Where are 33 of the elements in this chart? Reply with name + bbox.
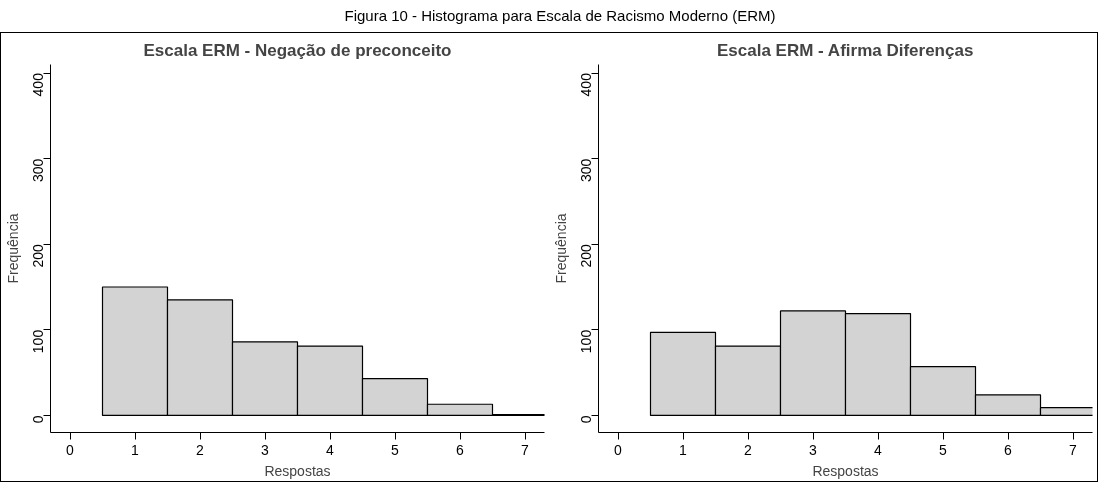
y-axis-title: Frequência xyxy=(4,213,21,284)
x-tick-label: 1 xyxy=(679,441,688,458)
x-tick-label: 7 xyxy=(521,441,530,458)
y-axis-title: Frequência xyxy=(552,213,569,284)
y-tick-label: 200 xyxy=(30,244,47,268)
x-tick-label: 0 xyxy=(614,441,623,458)
chart-title: Escala ERM - Afirma Diferenças xyxy=(717,40,974,60)
x-tick-label: 2 xyxy=(196,441,205,458)
x-axis-title: Respostas xyxy=(264,462,331,479)
x-tick-label: 6 xyxy=(456,441,465,458)
y-tick-label: 100 xyxy=(30,329,47,354)
x-tick-label: 7 xyxy=(1069,441,1078,458)
x-tick-label: 2 xyxy=(744,441,753,458)
x-tick-label: 6 xyxy=(1004,441,1013,458)
x-tick-label: 1 xyxy=(131,441,140,458)
text: Figura 10 - Histograma para Escala de Racismo Moderno (ERM) xyxy=(344,6,776,26)
y-tick-label: 300 xyxy=(578,158,595,182)
x-tick-label: 4 xyxy=(874,441,883,458)
x-tick-label: 3 xyxy=(809,441,818,458)
y-tick-label: 400 xyxy=(30,72,47,97)
x-tick-label: 5 xyxy=(939,441,948,458)
chart-title: Escala ERM - Negação de preconceito xyxy=(143,40,452,60)
x-tick-label: 3 xyxy=(261,441,270,458)
y-tick-label: 300 xyxy=(30,158,47,182)
y-tick-label: 0 xyxy=(578,415,595,424)
x-tick-label: 5 xyxy=(391,441,400,458)
y-tick-label: 400 xyxy=(578,72,595,97)
y-tick-label: 100 xyxy=(578,329,595,354)
x-tick-label: 4 xyxy=(326,441,335,458)
y-tick-label: 200 xyxy=(578,244,595,268)
x-tick-label: 0 xyxy=(66,441,75,458)
x-axis-title: Respostas xyxy=(812,462,879,479)
y-tick-label: 0 xyxy=(30,415,47,424)
